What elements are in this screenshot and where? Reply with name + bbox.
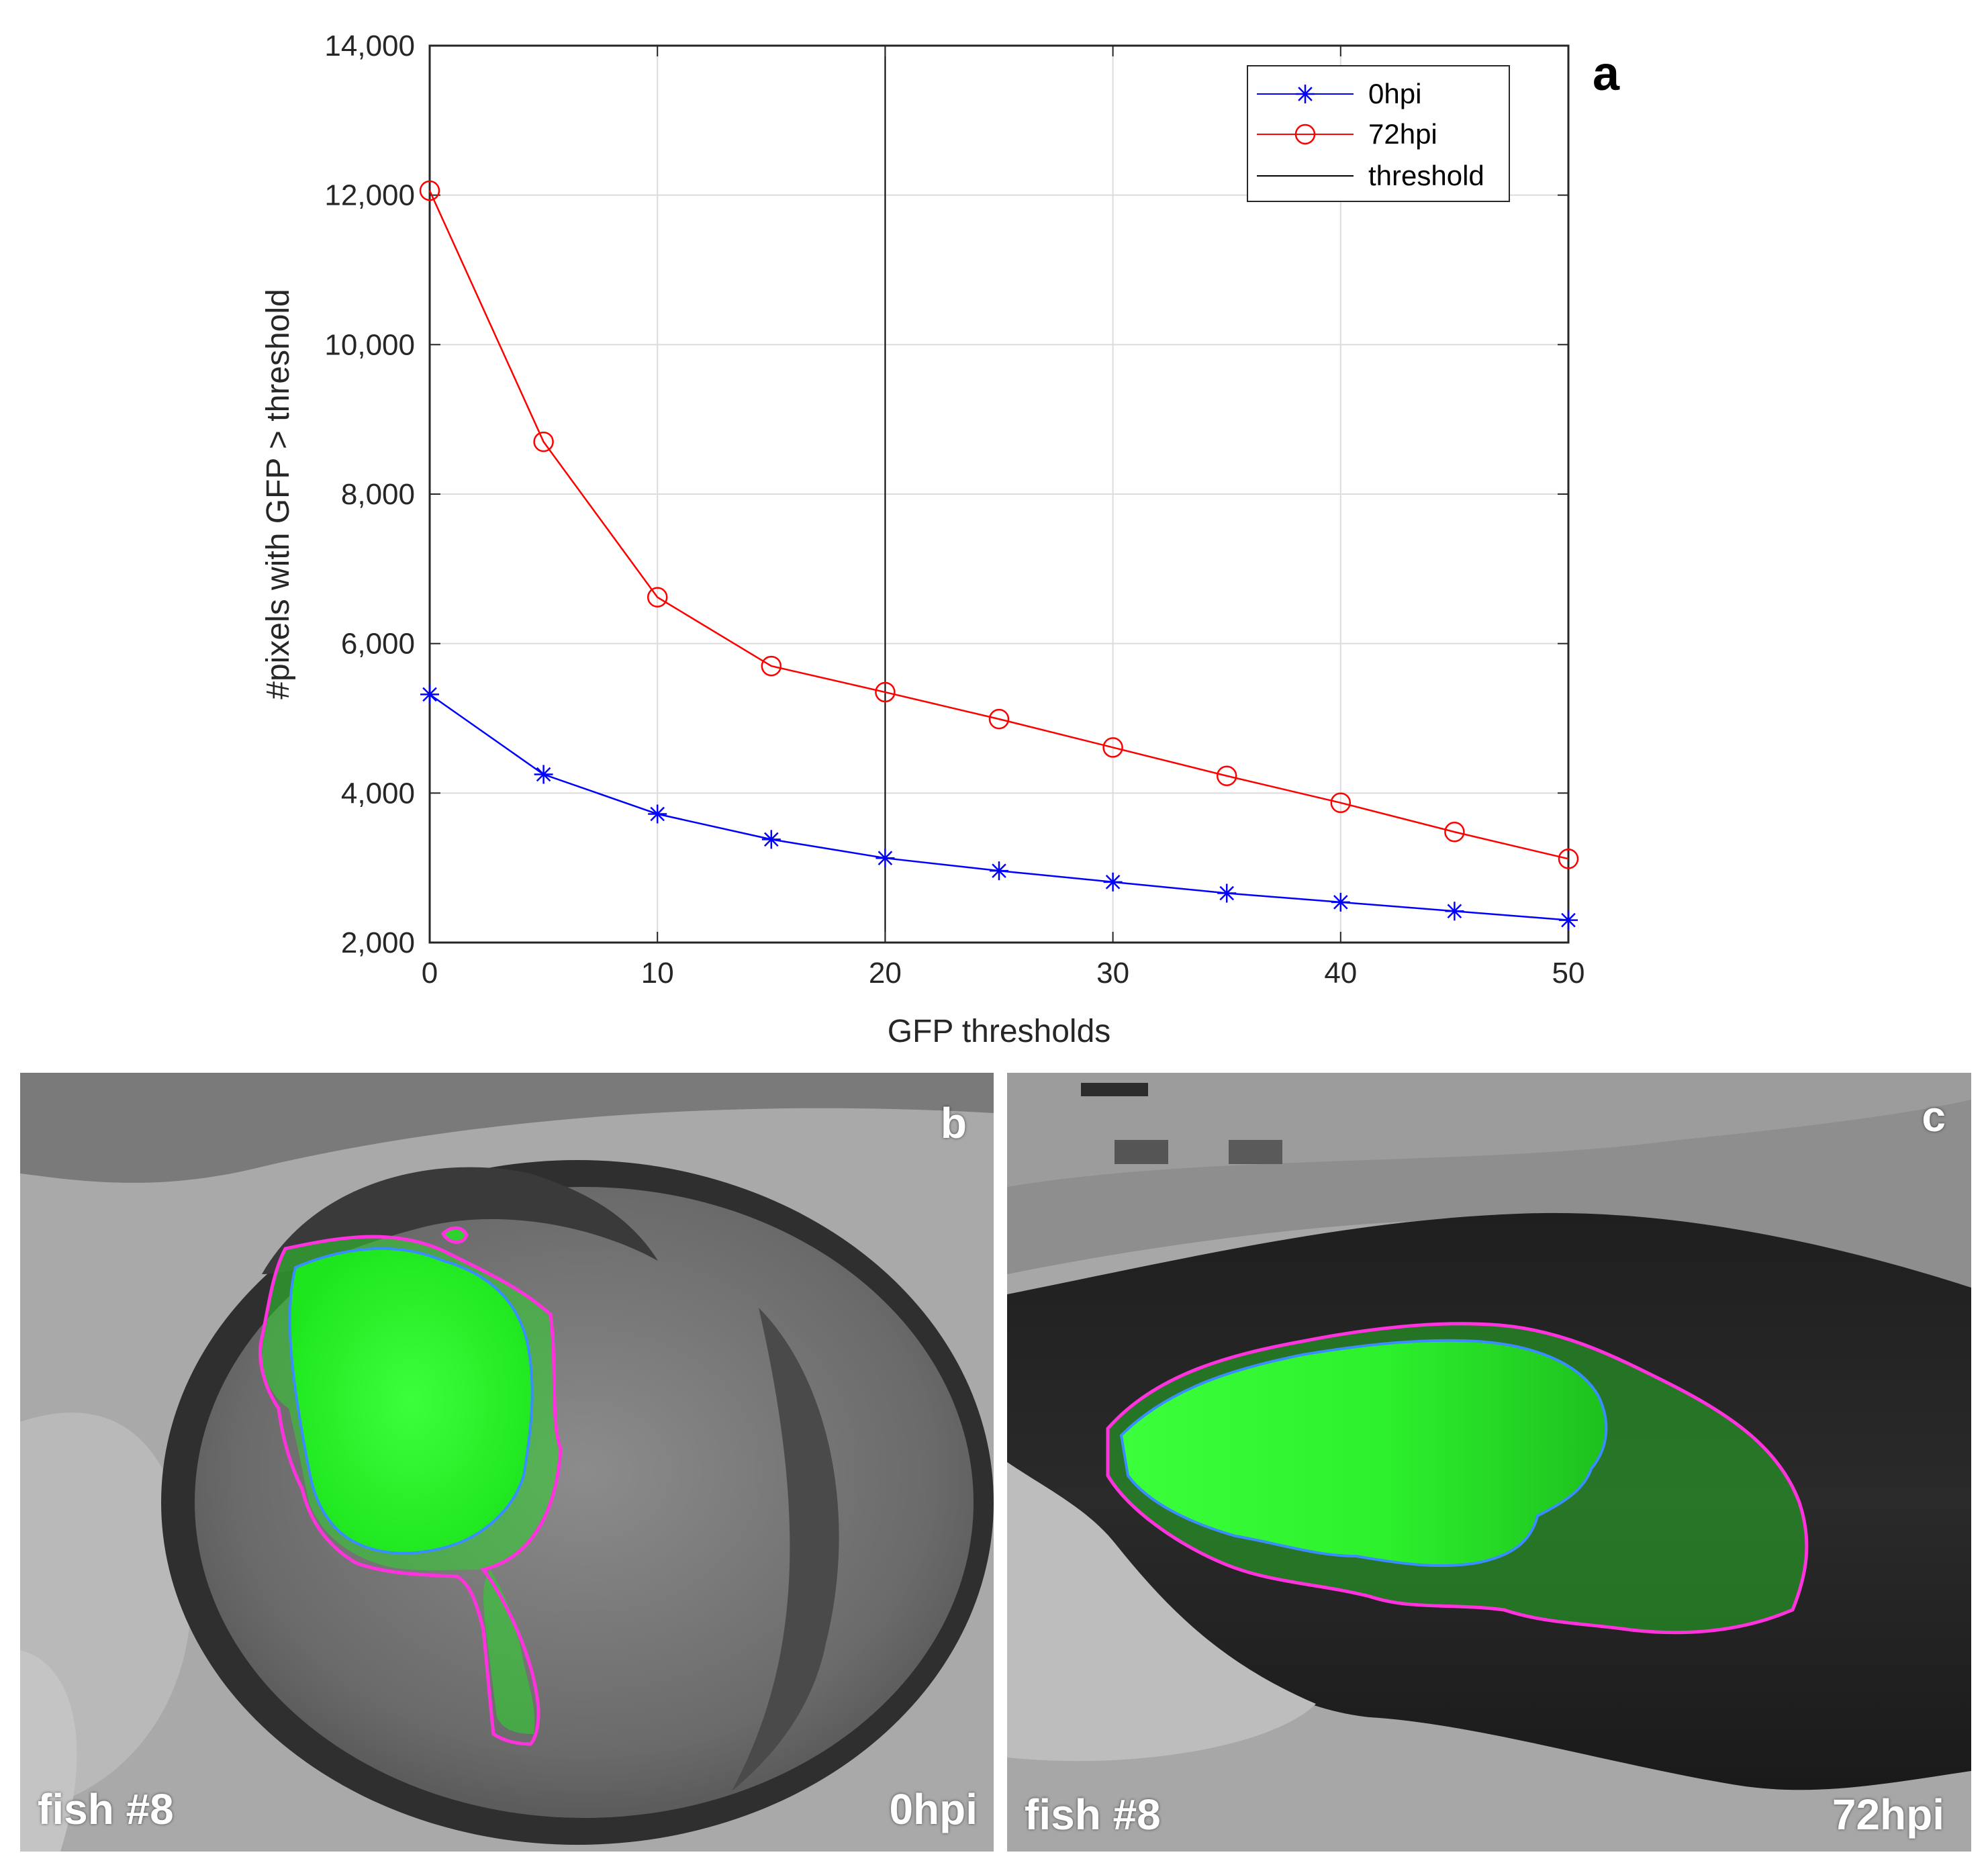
data-point-0hpi-20 (875, 849, 895, 868)
x-tick-label-30: 30 (1096, 957, 1129, 990)
x-tick-label-50: 50 (1552, 957, 1585, 990)
panel-b-letter: b (940, 1099, 967, 1147)
x-axis-ticks: 0 10 20 30 40 50 (422, 46, 1585, 990)
x-tick-label-40: 40 (1324, 957, 1357, 990)
series-layer (419, 180, 1579, 930)
y-tick-label-10000: 10,000 (324, 328, 415, 361)
legend-0hpi-asterisk (1296, 85, 1315, 103)
micrograph-b-image (20, 1073, 994, 1852)
data-point-0hpi-5 (534, 765, 553, 784)
data-point-72hpi-40 (1330, 792, 1352, 814)
micrograph-c-image (1007, 1073, 1971, 1852)
panel-c-letter: c (1922, 1092, 1946, 1141)
data-point-0hpi-40 (1331, 892, 1350, 912)
y-tick-label-12000: 12,000 (324, 179, 415, 212)
legend-72hpi-marker (1294, 124, 1316, 145)
data-point-72hpi-10 (647, 587, 668, 608)
data-point-0hpi-15 (761, 830, 781, 849)
data-point-0hpi-50 (1559, 910, 1578, 930)
data-point-0hpi-0 (420, 685, 439, 704)
data-point-0hpi-35 (1217, 883, 1237, 903)
data-point-72hpi-5 (533, 431, 554, 452)
x-tick-label-0: 0 (422, 957, 438, 990)
data-point-72hpi-0 (419, 180, 440, 201)
data-point-0hpi-45 (1445, 902, 1464, 921)
data-point-72hpi-35 (1216, 765, 1237, 786)
data-point-72hpi-25 (988, 708, 1010, 730)
legend-72hpi-label: 72hpi (1368, 118, 1437, 150)
x-axis-label: GFP thresholds (888, 1014, 1111, 1047)
x-tick-label-20: 20 (869, 957, 902, 990)
panel-b-time-label: 0hpi (889, 1785, 978, 1833)
legend-0hpi-label: 0hpi (1368, 78, 1421, 109)
micrograph-panel-b: b fish #8 0hpi (20, 1073, 994, 1852)
panel-letter-a: a (1593, 47, 1620, 101)
series-line-72hpi (428, 190, 1569, 860)
data-point-0hpi-30 (1103, 872, 1123, 892)
data-point-72hpi-50 (1558, 849, 1579, 869)
data-point-0hpi-10 (648, 804, 667, 824)
y-tick-label-8000: 8,000 (341, 478, 415, 511)
legend: 0hpi 72hpi threshold (1247, 65, 1510, 202)
data-point-72hpi-30 (1102, 737, 1123, 758)
micrograph-panel-c: c fish #8 72hpi (1007, 1073, 1971, 1852)
y-tick-label-6000: 6,000 (341, 628, 415, 661)
data-point-0hpi-25 (990, 861, 1008, 881)
gfp-threshold-chart: 0 10 20 30 40 50 2,000 4,000 6,000 8,000 10,000 12… (261, 30, 1620, 1047)
x-tick-label-10: 10 (641, 957, 674, 990)
y-tick-label-2000: 2,000 (341, 926, 415, 959)
legend-threshold-label: threshold (1368, 160, 1484, 191)
panel-c-time-label: 72hpi (1832, 1790, 1944, 1839)
y-axis-label: #pixels with GFP > threshold (261, 289, 296, 699)
y-axis-ticks: 2,000 4,000 6,000 8,000 10,000 12,000 14,000 (324, 30, 1568, 959)
legend-0hpi-marker (1296, 85, 1315, 103)
data-point-72hpi-45 (1444, 821, 1465, 843)
panel-b-fish-label: fish #8 (38, 1785, 174, 1833)
data-point-72hpi-15 (761, 655, 782, 677)
y-tick-label-4000: 4,000 (341, 777, 415, 810)
y-tick-label-14000: 14,000 (324, 30, 415, 62)
panel-c-fish-label: fish #8 (1025, 1790, 1161, 1839)
data-point-72hpi-20 (875, 681, 896, 703)
